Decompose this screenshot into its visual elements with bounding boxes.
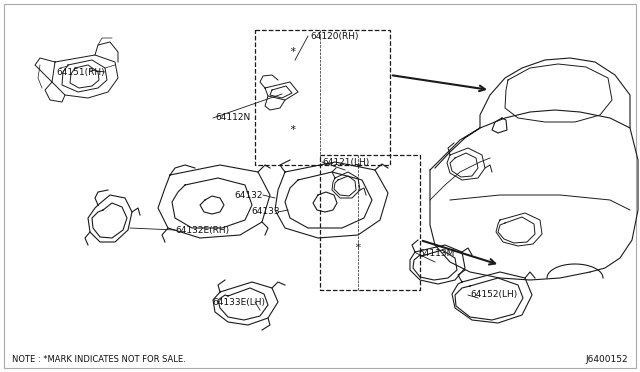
Text: *: * xyxy=(355,163,362,173)
Text: 64132: 64132 xyxy=(234,190,263,199)
Text: *: * xyxy=(355,243,362,253)
Text: J6400152: J6400152 xyxy=(586,356,628,365)
Text: NOTE : *MARK INDICATES NOT FOR SALE.: NOTE : *MARK INDICATES NOT FOR SALE. xyxy=(12,356,186,365)
Bar xyxy=(255,30,390,165)
Text: 64121(LH): 64121(LH) xyxy=(322,157,369,167)
Bar xyxy=(320,155,420,290)
Text: 64133E(LH): 64133E(LH) xyxy=(212,298,265,307)
Text: 64120(RH): 64120(RH) xyxy=(310,32,358,41)
Text: *: * xyxy=(290,125,296,135)
Text: 64112N: 64112N xyxy=(215,113,250,122)
Text: 64152(LH): 64152(LH) xyxy=(470,291,517,299)
Text: 64113M: 64113M xyxy=(418,248,454,257)
Text: *: * xyxy=(290,47,296,57)
Text: 64151(RH): 64151(RH) xyxy=(56,67,105,77)
Text: 64133: 64133 xyxy=(252,208,280,217)
Text: 64132E(RH): 64132E(RH) xyxy=(175,225,229,234)
